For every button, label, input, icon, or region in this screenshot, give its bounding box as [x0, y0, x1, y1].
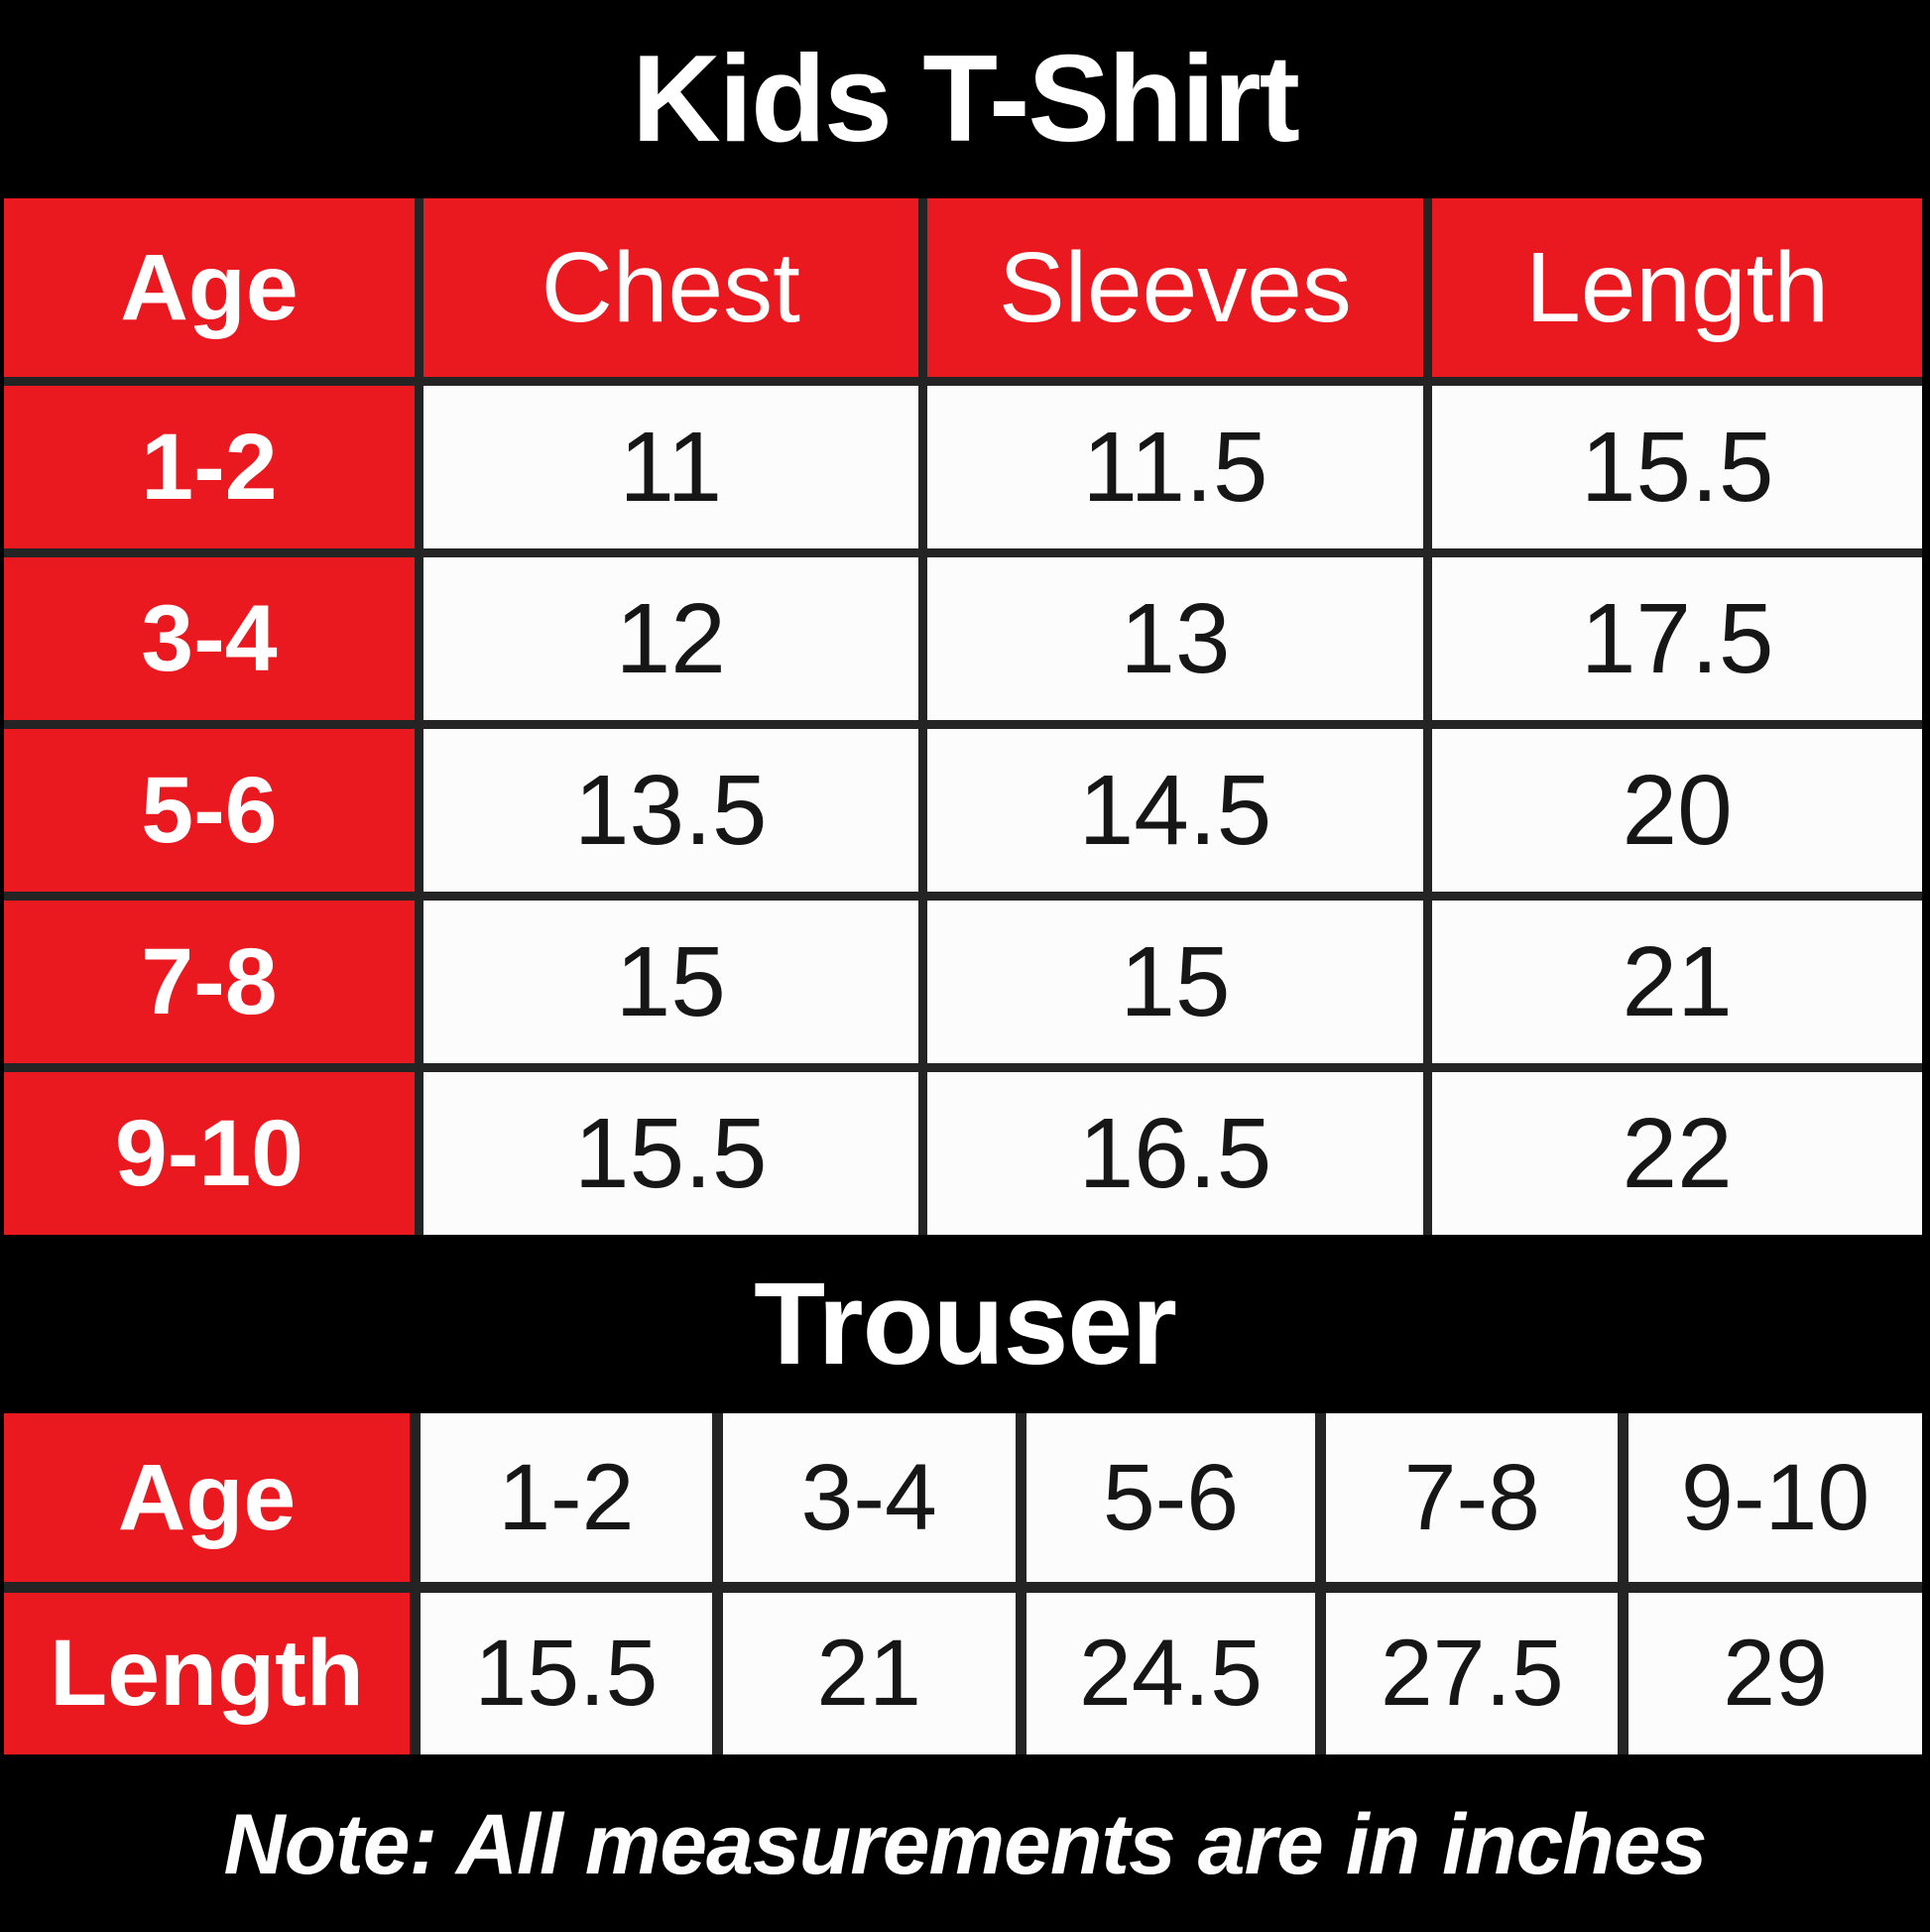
header-age: Age	[4, 198, 415, 377]
sleeves-value-cell: 16.5	[926, 1072, 1424, 1235]
trouser-length-value-cell: 27.5	[1326, 1593, 1619, 1754]
kids-tshirt-title: Kids T-Shirt	[632, 31, 1300, 168]
measurements-note: Note: All measurements are in inches	[223, 1797, 1708, 1892]
age-range-cell: 1-2	[4, 386, 415, 548]
chest-value-cell: 12	[422, 557, 918, 720]
trouser-age-value-cell: 5-6	[1025, 1413, 1316, 1582]
trouser-length-label-cell: Length	[4, 1593, 410, 1754]
header-sleeves: Sleeves	[926, 198, 1424, 377]
trouser-age-value-cell: 3-4	[722, 1413, 1016, 1582]
age-range-cell: 7-8	[4, 901, 415, 1063]
age-range-cell: 9-10	[4, 1072, 415, 1235]
sleeves-value-cell: 14.5	[926, 729, 1424, 892]
trouser-age-value-cell: 1-2	[420, 1413, 712, 1582]
length-value-cell: 20	[1432, 729, 1922, 892]
length-value-cell: 21	[1432, 901, 1922, 1063]
trouser-length-value-cell: 29	[1628, 1593, 1922, 1754]
trouser-length-value-cell: 21	[722, 1593, 1016, 1754]
trouser-title-band: Trouser	[0, 1235, 1930, 1413]
length-value-cell: 22	[1432, 1072, 1922, 1235]
kids-tshirt-size-table: Age Chest Sleeves Length 1-2 11 11.5 15.…	[4, 198, 1922, 1235]
trouser-age-label-cell: Age	[4, 1413, 410, 1582]
kids-tshirt-title-band: Kids T-Shirt	[0, 0, 1930, 198]
trouser-age-value-cell: 9-10	[1628, 1413, 1922, 1582]
measurements-note-band: Note: All measurements are in inches	[0, 1758, 1930, 1932]
trouser-size-table: Age 1-2 3-4 5-6 7-8 9-10 Length 15.5 21 …	[4, 1413, 1922, 1754]
trouser-age-value-cell: 7-8	[1326, 1413, 1619, 1582]
header-chest: Chest	[422, 198, 918, 377]
sleeves-value-cell: 15	[926, 901, 1424, 1063]
header-length: Length	[1432, 198, 1922, 377]
trouser-title: Trouser	[754, 1259, 1177, 1389]
sleeves-value-cell: 11.5	[926, 386, 1424, 548]
chest-value-cell: 15	[422, 901, 918, 1063]
chest-value-cell: 13.5	[422, 729, 918, 892]
age-range-cell: 5-6	[4, 729, 415, 892]
age-range-cell: 3-4	[4, 557, 415, 720]
sleeves-value-cell: 13	[926, 557, 1424, 720]
trouser-length-value-cell: 24.5	[1025, 1593, 1316, 1754]
chest-value-cell: 15.5	[422, 1072, 918, 1235]
trouser-length-value-cell: 15.5	[420, 1593, 712, 1754]
chest-value-cell: 11	[422, 386, 918, 548]
length-value-cell: 17.5	[1432, 557, 1922, 720]
length-value-cell: 15.5	[1432, 386, 1922, 548]
